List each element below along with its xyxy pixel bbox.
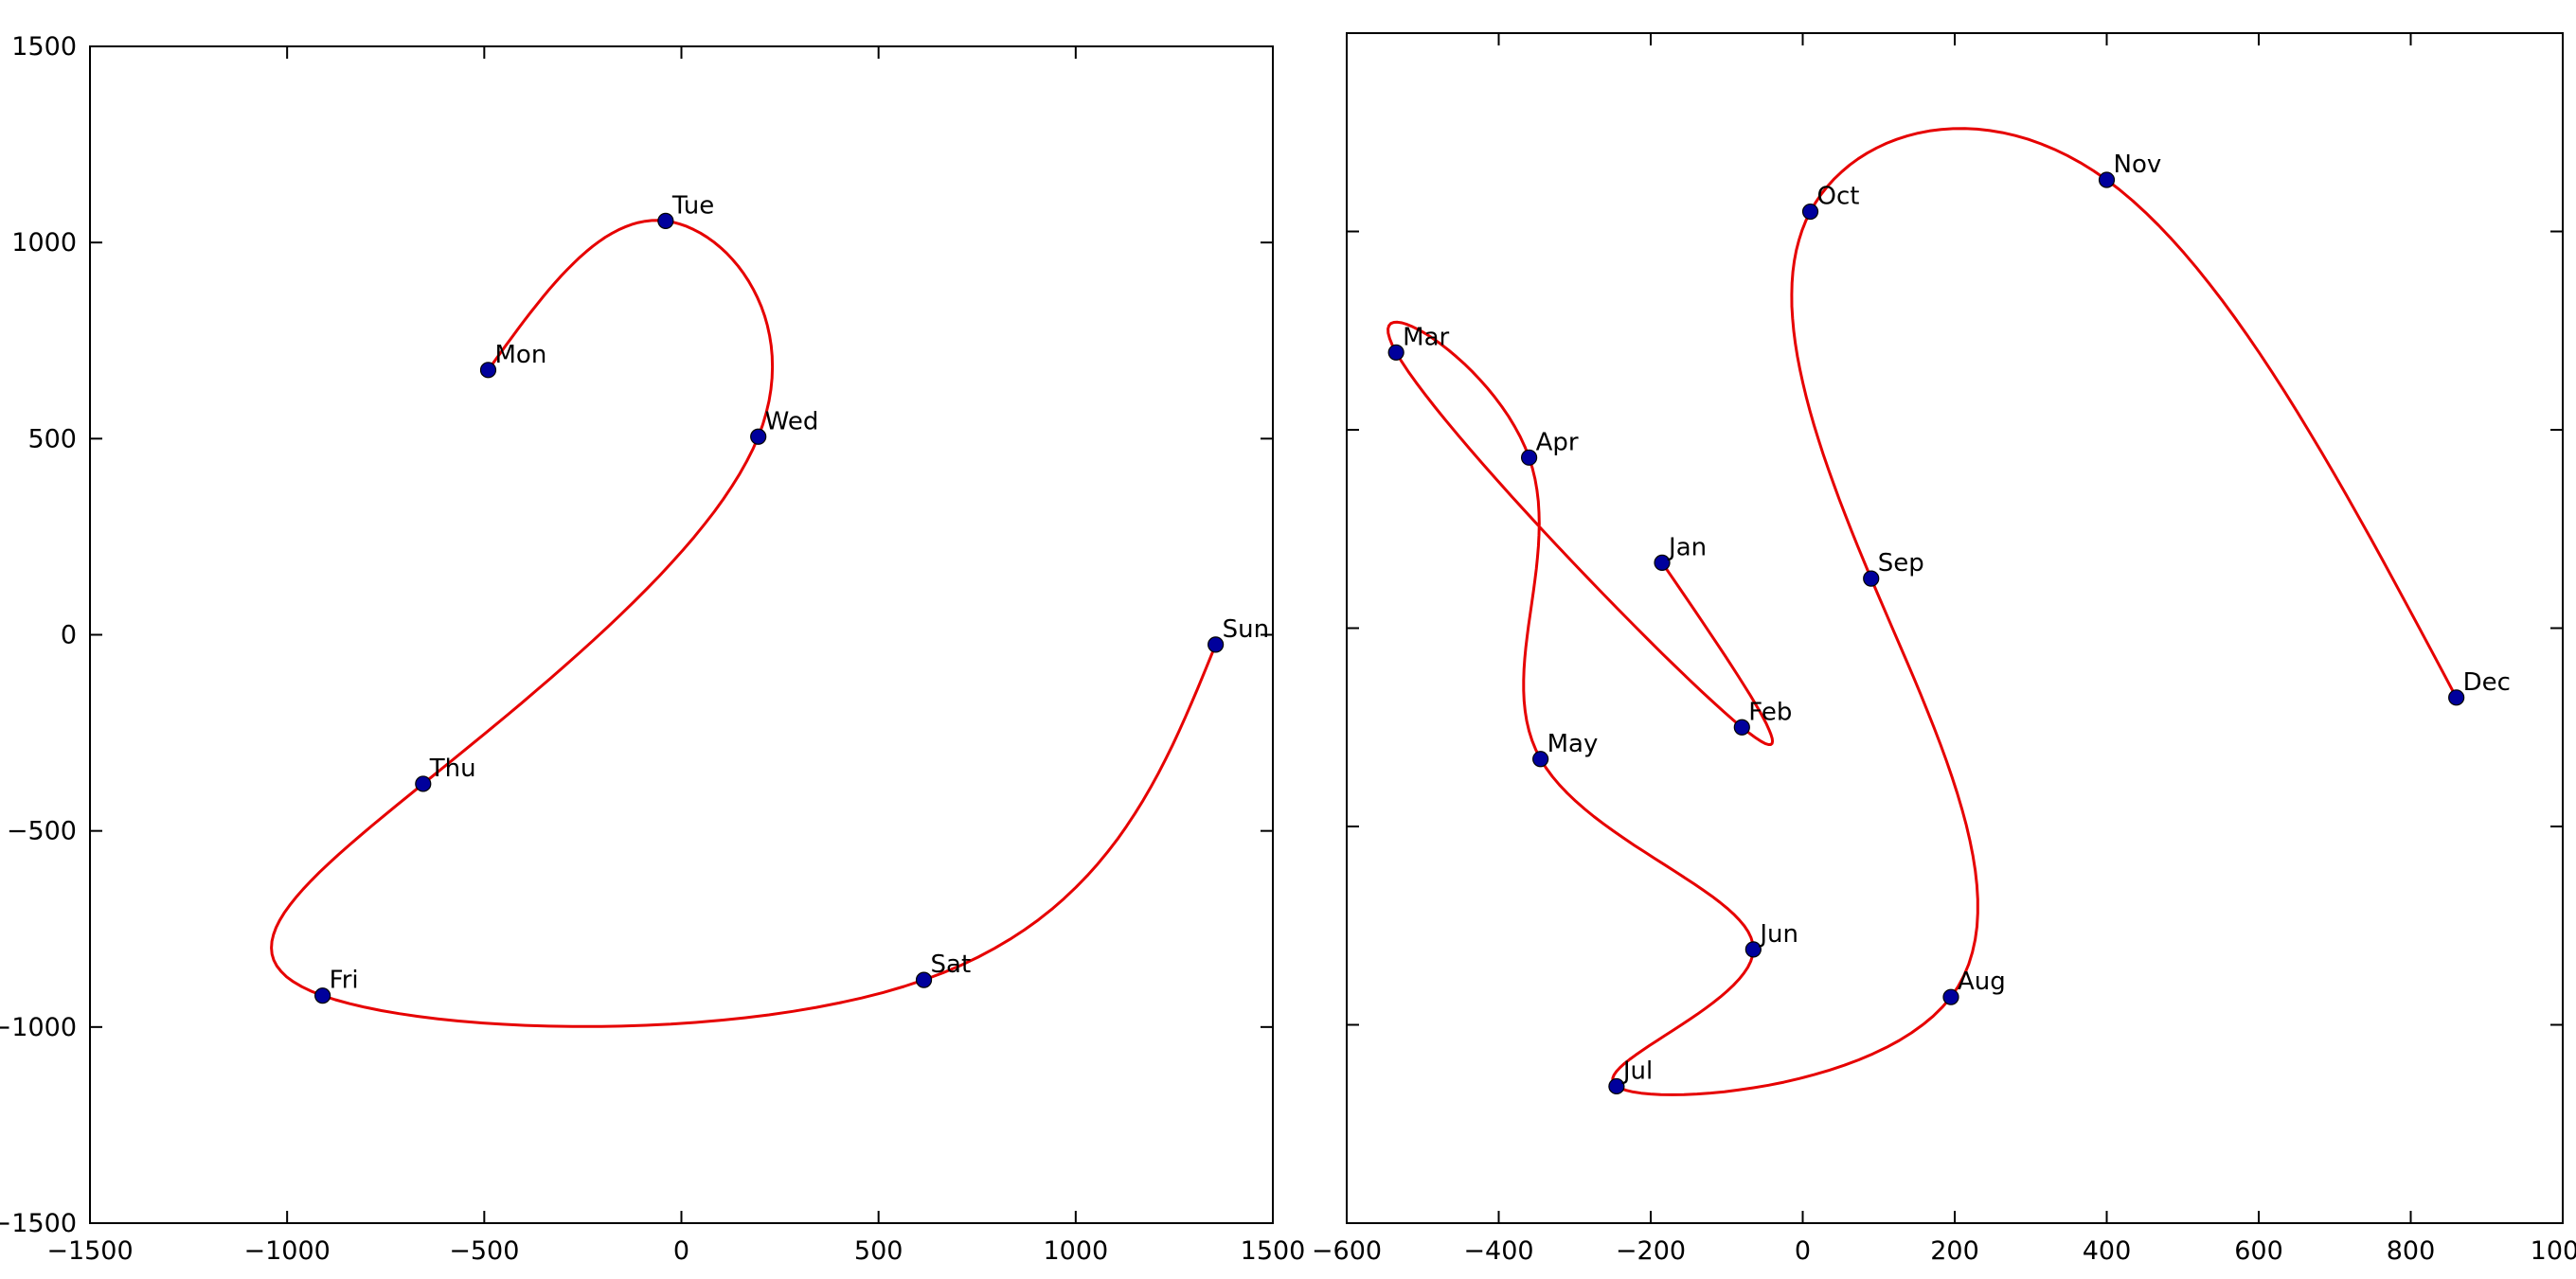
data-point-marker-sat xyxy=(915,971,933,988)
point-label-jul: Jul xyxy=(1621,1057,1653,1085)
y-tick-label: 1500 xyxy=(11,32,77,62)
data-point-marker-nov xyxy=(2098,171,2116,188)
months-spline-path xyxy=(1386,127,2458,1096)
weekdays-axes-box xyxy=(89,45,1274,1224)
point-label-fri: Fri xyxy=(330,967,359,995)
x-tick-label: 1000 xyxy=(2531,1236,2576,1266)
point-label-mar: Mar xyxy=(1403,323,1449,351)
point-label-mon: Mon xyxy=(494,341,546,369)
y-tick-label: −1000 xyxy=(0,1013,77,1042)
point-label-dec: Dec xyxy=(2463,668,2511,697)
months-plot: −600 −400 −200 0 200 400 600 800 1000 Jan Feb Mar Ap… xyxy=(1312,32,2576,1266)
point-label-nov: Nov xyxy=(2114,151,2162,179)
x-tick-label: −1500 xyxy=(46,1236,133,1266)
y-tick-label: −500 xyxy=(7,817,77,846)
point-label-thu: Thu xyxy=(429,755,476,783)
data-point-marker-jun xyxy=(1744,941,1762,958)
data-point-marker-thu xyxy=(415,775,432,792)
x-tick-label: 800 xyxy=(2387,1236,2436,1266)
x-tick-label: 400 xyxy=(2083,1236,2132,1266)
data-point-marker-feb xyxy=(1733,719,1750,736)
y-tick-label: 500 xyxy=(27,424,77,453)
data-point-marker-jul xyxy=(1608,1077,1625,1095)
data-point-marker-apr xyxy=(1520,449,1538,466)
point-label-may: May xyxy=(1547,730,1599,758)
data-point-marker-aug xyxy=(1942,988,1959,1005)
data-point-marker-tue xyxy=(657,212,674,229)
y-tick-label: −1500 xyxy=(0,1209,77,1238)
point-label-sat: Sat xyxy=(931,950,972,979)
data-point-marker-mon xyxy=(479,362,497,379)
x-tick-label: 600 xyxy=(2234,1236,2283,1266)
data-point-marker-dec xyxy=(2448,689,2465,706)
point-label-jun: Jun xyxy=(1758,920,1798,949)
data-point-marker-sep xyxy=(1863,570,1880,587)
point-label-oct: Oct xyxy=(1817,183,1860,211)
x-tick-label: −1000 xyxy=(243,1236,330,1266)
y-tick-label: 1000 xyxy=(11,228,77,258)
x-tick-label: −400 xyxy=(1463,1236,1533,1266)
data-point-marker-oct xyxy=(1801,203,1819,221)
x-tick-label: 0 xyxy=(673,1236,689,1266)
point-label-feb: Feb xyxy=(1748,698,1792,726)
x-tick-label: 1000 xyxy=(1043,1236,1108,1266)
point-label-wed: Wed xyxy=(765,407,819,435)
x-tick-label: −200 xyxy=(1616,1236,1686,1266)
point-label-tue: Tue xyxy=(671,191,714,220)
data-point-marker-wed xyxy=(750,428,767,445)
point-label-aug: Aug xyxy=(1958,968,2006,996)
x-tick-label: 0 xyxy=(1795,1236,1811,1266)
x-tick-label: 1500 xyxy=(1241,1236,1306,1266)
x-tick-label: −600 xyxy=(1312,1236,1382,1266)
data-point-marker-fri xyxy=(314,987,331,1004)
y-tick-label: 0 xyxy=(61,621,77,650)
x-tick-label: −500 xyxy=(449,1236,519,1266)
x-tick-label: 500 xyxy=(854,1236,903,1266)
data-point-marker-may xyxy=(1532,751,1549,768)
weekdays-spline-path xyxy=(270,219,1217,1028)
point-label-jan: Jan xyxy=(1667,533,1707,561)
point-label-apr: Apr xyxy=(1536,428,1579,456)
point-label-sun: Sun xyxy=(1223,615,1269,644)
point-label-sep: Sep xyxy=(1878,549,1924,577)
x-tick-label: 200 xyxy=(1930,1236,1979,1266)
weekdays-plot: −1500 −1000 −500 0 500 1000 1500 −1500 −1000 −500… xyxy=(0,32,1305,1266)
data-point-marker-sun xyxy=(1208,636,1225,653)
data-point-marker-jan xyxy=(1654,554,1671,571)
data-point-marker-mar xyxy=(1387,344,1404,361)
